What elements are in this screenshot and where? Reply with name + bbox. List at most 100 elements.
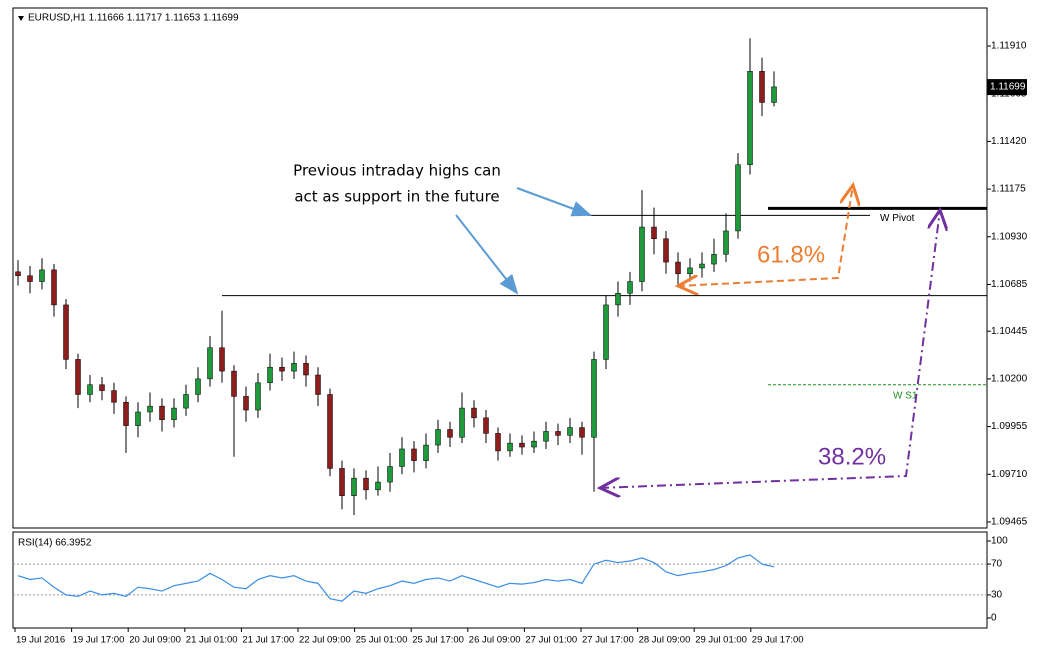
x-tick-label: 22 Jul 09:00 <box>299 635 351 646</box>
candle-body <box>603 304 609 360</box>
candle-body <box>459 407 465 438</box>
candle-body <box>291 363 297 372</box>
y-tick-label: 0 <box>991 613 997 624</box>
candle-body <box>495 433 501 452</box>
candle-body <box>723 230 729 255</box>
candle-body <box>195 378 201 395</box>
candle-body <box>363 477 369 491</box>
rsi-panel <box>12 531 988 629</box>
candle-body <box>663 238 669 263</box>
retracement-arrow <box>600 210 940 488</box>
y-tick-label: 1.10930 <box>991 231 1028 242</box>
retracement-label: 38.2% <box>818 443 886 470</box>
chart-title: EURUSD,H1 1.11666 1.11717 1.11653 1.1169… <box>28 13 239 24</box>
candle-body <box>183 394 189 409</box>
candle-body <box>27 275 33 282</box>
plot-layer: 1.119101.116651.114201.111751.109301.106… <box>13 38 1028 646</box>
candle-body <box>471 407 477 419</box>
candle-body <box>567 427 573 436</box>
candle-body <box>579 427 585 438</box>
main-panel <box>12 7 988 529</box>
y-tick-label: 1.10445 <box>991 326 1028 337</box>
x-tick-label: 19 Jul 17:00 <box>73 635 125 646</box>
candle-body <box>387 466 393 483</box>
candle-body <box>699 263 705 269</box>
x-tick-label: 26 Jul 09:00 <box>469 635 521 646</box>
candle-body <box>639 226 645 282</box>
y-tick-label: 1.09710 <box>991 469 1028 480</box>
x-tick-label: 20 Jul 09:00 <box>129 635 181 646</box>
retracement-arrow <box>678 185 853 286</box>
candle-body <box>735 164 741 232</box>
candle-body <box>51 269 57 306</box>
candle-body <box>447 429 453 438</box>
candle-body <box>327 394 333 469</box>
candle-body <box>375 481 381 491</box>
x-tick-label: 21 Jul 17:00 <box>242 635 294 646</box>
y-tick-label: 1.11910 <box>991 41 1027 52</box>
candle-body <box>99 384 105 391</box>
candle-body <box>411 448 417 461</box>
rsi-line <box>17 554 775 602</box>
y-tick-label: 1.09465 <box>991 517 1028 528</box>
arrow <box>516 187 592 217</box>
y-tick-label: 1.10200 <box>991 374 1028 385</box>
y-tick-label: 1.11175 <box>991 184 1026 195</box>
candle-body <box>531 440 537 448</box>
candle-body <box>159 405 165 421</box>
candle-body <box>687 267 693 275</box>
candle-body <box>207 347 213 380</box>
candle-body <box>483 417 489 434</box>
candle-body <box>231 370 237 397</box>
level-label: W S1 <box>893 390 918 401</box>
candle-body <box>711 254 717 265</box>
x-tick-label: 28 Jul 09:00 <box>639 635 691 646</box>
y-tick-label: 30 <box>991 590 1003 601</box>
candle-body <box>171 407 177 421</box>
annotation-line: act as support in the future <box>294 188 499 206</box>
level-label: W Pivot <box>880 213 915 224</box>
candle-body <box>423 444 429 461</box>
y-tick-label: 1.10685 <box>991 279 1028 290</box>
candle-body <box>747 71 753 166</box>
retracement-label: 61.8% <box>757 241 825 268</box>
x-tick-label: 25 Jul 01:00 <box>356 635 408 646</box>
candle-body <box>123 401 129 426</box>
candle-body <box>63 304 69 360</box>
arrow <box>455 214 519 295</box>
candle-body <box>303 363 309 376</box>
y-tick-label: 1.09955 <box>991 421 1028 432</box>
rsi-title: RSI(14) 66.3952 <box>18 538 92 549</box>
y-tick-label: 100 <box>991 536 1008 547</box>
candle-body <box>315 374 321 395</box>
candle-body <box>615 292 621 306</box>
candle-body <box>507 442 513 452</box>
candle-body <box>279 366 285 372</box>
candle-body <box>771 86 777 103</box>
candle-body <box>147 405 153 413</box>
x-tick-label: 25 Jul 17:00 <box>412 635 464 646</box>
candle-body <box>243 396 249 411</box>
candle-body <box>543 431 549 442</box>
candle-body <box>87 384 93 395</box>
price-box <box>987 79 1027 96</box>
candle-body <box>675 261 681 275</box>
candle-body <box>219 347 225 372</box>
y-tick-label: 70 <box>991 559 1003 570</box>
candle-body <box>75 359 81 395</box>
candle-body <box>15 271 21 276</box>
x-tick-label: 19 Jul 2016 <box>16 635 65 646</box>
candle-body <box>39 269 45 282</box>
candle-body <box>555 431 561 436</box>
candle-body <box>435 429 441 446</box>
candle-body <box>351 477 357 496</box>
y-tick-label: 1.11420 <box>991 136 1027 147</box>
candle-body <box>759 71 765 103</box>
candle-body <box>651 226 657 239</box>
x-tick-label: 29 Jul 01:00 <box>695 635 747 646</box>
x-tick-label: 27 Jul 17:00 <box>582 635 634 646</box>
price-box-label: 1.11699 <box>990 82 1026 93</box>
candle-body <box>591 359 597 438</box>
